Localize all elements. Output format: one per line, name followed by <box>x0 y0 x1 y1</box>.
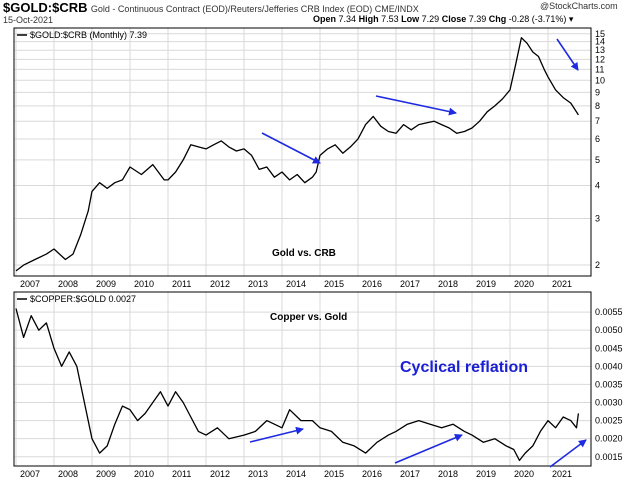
y-tick-label: 0.0045 <box>595 343 623 353</box>
y-tick-label: 2 <box>595 260 600 270</box>
x-tick-label: 2017 <box>400 279 420 289</box>
bottom-panel-annotation: Copper vs. Gold <box>270 312 347 323</box>
x-tick-label: 2020 <box>514 279 534 289</box>
symbol-label: $GOLD:$CRB <box>3 0 88 15</box>
x-tick-label: 2008 <box>58 469 78 479</box>
quote-summary: Open 7.34 High 7.53 Low 7.29 Close 7.39 … <box>313 14 573 25</box>
y-tick-label: 13 <box>595 45 605 55</box>
y-tick-label: 8 <box>595 101 600 111</box>
x-tick-label: 2014 <box>286 279 306 289</box>
high-label: High <box>358 14 379 24</box>
annotation-arrow <box>556 38 579 71</box>
x-tick-label: 2017 <box>400 469 420 479</box>
x-tick-label: 2009 <box>96 279 116 289</box>
x-tick-label: 2013 <box>248 279 268 289</box>
y-tick-label: 15 <box>595 29 605 39</box>
x-tick-label: 2021 <box>552 279 572 289</box>
y-tick-label: 7 <box>595 116 600 126</box>
y-tick-label: 0.0055 <box>595 307 623 317</box>
x-tick-label: 2007 <box>20 279 40 289</box>
y-tick-label: 9 <box>595 87 600 97</box>
x-tick-label: 2015 <box>324 279 344 289</box>
y-tick-label: 12 <box>595 54 605 64</box>
x-tick-label: 2007 <box>20 469 40 479</box>
series-line-0 <box>15 37 579 272</box>
y-tick-label: 14 <box>595 37 605 47</box>
low-value: 7.29 <box>421 14 440 24</box>
y-tick-label: 3 <box>595 214 600 224</box>
x-tick-label: 2014 <box>286 469 306 479</box>
y-tick-label: 4 <box>595 180 600 190</box>
open-label: Open <box>313 14 337 24</box>
chart-header-title: $GOLD:$CRB Gold - Continuous Contract (E… <box>3 0 419 15</box>
x-tick-label: 2020 <box>514 469 534 479</box>
high-value: 7.53 <box>381 14 399 24</box>
headline-annotation: Cyclical reflation <box>400 359 528 376</box>
symbol-description: Gold - Continuous Contract (EOD)/Reuters… <box>90 4 419 14</box>
chg-label: Chg <box>488 14 507 24</box>
low-label: Low <box>401 14 420 24</box>
y-tick-label: 10 <box>595 75 605 85</box>
x-tick-label: 2016 <box>362 469 382 479</box>
x-tick-label: 2010 <box>134 279 154 289</box>
annotation-arrow <box>375 95 457 116</box>
x-tick-label: 2012 <box>210 279 230 289</box>
x-tick-label: 2011 <box>172 279 191 289</box>
top-legend: $GOLD:$CRB (Monthly) 7.39 <box>30 30 147 40</box>
x-tick-label: 2016 <box>362 279 382 289</box>
y-tick-label: 5 <box>595 155 600 165</box>
x-tick-label: 2010 <box>134 469 154 479</box>
y-tick-label: 0.0050 <box>595 325 623 335</box>
y-tick-label: 0.0020 <box>595 434 623 444</box>
y-tick-label: 0.0040 <box>595 361 623 371</box>
y-tick-label: 0.0015 <box>595 452 623 462</box>
x-tick-label: 2011 <box>172 469 191 479</box>
annotation-arrow <box>249 426 304 443</box>
annotation-arrow <box>261 132 321 164</box>
top-panel-annotation: Gold vs. CRB <box>272 248 336 259</box>
top-panel-frame <box>13 27 592 277</box>
x-tick-label: 2015 <box>324 469 344 479</box>
x-tick-label: 2019 <box>476 279 496 289</box>
open-value: 7.34 <box>338 14 357 24</box>
x-tick-label: 2021 <box>552 469 572 479</box>
bottom-legend: $COPPER:$GOLD 0.0027 <box>30 294 136 304</box>
chart-date: 15-Oct-2021 <box>3 15 54 25</box>
x-tick-label: 2013 <box>248 469 268 479</box>
y-tick-label: 0.0035 <box>595 379 623 389</box>
annotation-arrow <box>549 439 587 468</box>
x-tick-label: 2018 <box>438 469 458 479</box>
close-label: Close <box>441 14 467 24</box>
brand-label: @StockCharts.com <box>540 1 618 11</box>
x-tick-label: 2009 <box>96 469 116 479</box>
y-tick-label: 6 <box>595 134 600 144</box>
bottom-panel-frame <box>13 291 592 467</box>
chg-value: -0.28 (-3.71%) <box>508 14 567 24</box>
x-tick-label: 2018 <box>438 279 458 289</box>
x-tick-label: 2019 <box>476 469 496 479</box>
x-tick-label: 2012 <box>210 469 230 479</box>
y-tick-label: 11 <box>595 64 604 74</box>
annotation-arrow <box>394 434 463 464</box>
series-line-1 <box>15 308 580 462</box>
y-tick-label: 0.0030 <box>595 398 623 408</box>
dropdown-arrow-icon[interactable]: ▾ <box>568 14 574 24</box>
y-tick-label: 0.0025 <box>595 416 623 426</box>
x-tick-label: 2008 <box>58 279 78 289</box>
close-value: 7.39 <box>468 14 487 24</box>
